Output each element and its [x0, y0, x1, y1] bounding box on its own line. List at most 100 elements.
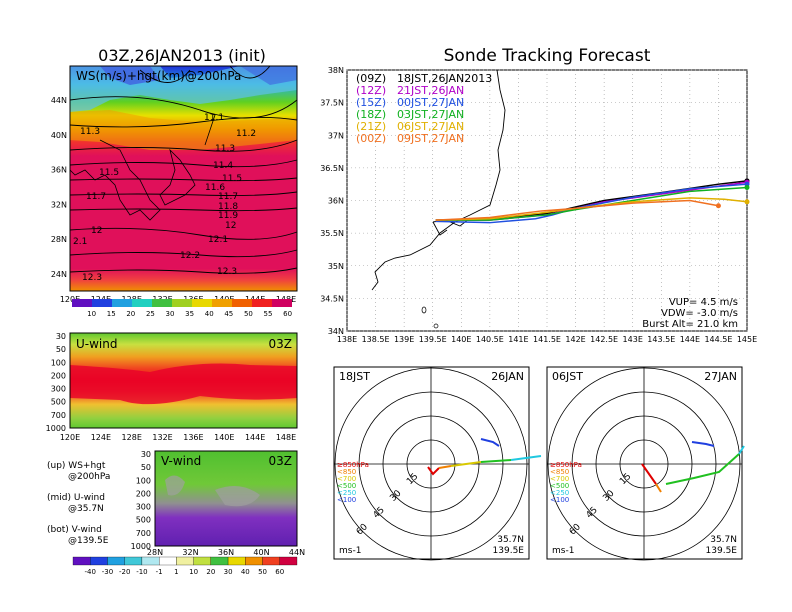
lat-tick-label: 35N — [328, 262, 344, 271]
svg-text:11.2: 11.2 — [236, 129, 256, 139]
colorbar-label: 20 — [126, 310, 135, 318]
svg-text:11.7: 11.7 — [86, 192, 106, 202]
lat-tick-label: 36N — [328, 197, 344, 206]
panel-legend: (up) WS+hgt @200hPa (mid) U-wind @35.7N … — [47, 461, 110, 546]
hodo-trace — [450, 461, 482, 467]
colorbar-label: 25 — [146, 310, 155, 318]
map-panel: 11.3 11.1 11.2 11.3 11.4 11.5 11.5 11.6 … — [51, 65, 298, 304]
svg-text:(up) WS+hgt: (up) WS+hgt — [47, 461, 106, 471]
colorbar-swatch — [152, 299, 172, 307]
colorbar-swatch — [90, 556, 108, 566]
legend-time: 09JST,27JAN — [397, 132, 464, 145]
svg-text:@139.5E: @139.5E — [68, 536, 109, 546]
tracking-grid — [346, 69, 748, 332]
colorbar-swatch — [210, 556, 229, 566]
contour-labels: 11.3 11.1 11.2 11.3 11.4 11.5 11.5 11.6 … — [73, 113, 256, 283]
svg-text:12: 12 — [91, 226, 102, 236]
pressure-tick-label: 50 — [141, 463, 151, 472]
lat-tick-label: 37N — [328, 131, 344, 140]
colorbar-swatch — [262, 556, 280, 566]
lon-tick-label: 143E — [623, 335, 643, 344]
track-endpoint — [715, 203, 721, 209]
colorbar-swatch — [212, 299, 232, 307]
colorbar-swatch — [252, 299, 272, 307]
pressure-tick-label: 100 — [51, 358, 66, 367]
lon-tick-label: 148E — [276, 433, 296, 442]
legend-time: 03JST,27JAN — [397, 108, 464, 121]
lon-tick-label: 140E — [451, 335, 471, 344]
colorbar-label: 15 — [107, 310, 116, 318]
colorbar-swatch — [124, 556, 143, 566]
lon-tick-label: 139E — [394, 335, 414, 344]
lon-tick-label: 140.5E — [476, 335, 504, 344]
pressure-tick-label: 500 — [51, 398, 66, 407]
legend-time: 21JST,26JAN — [397, 84, 464, 97]
svg-text:35.7N: 35.7N — [497, 535, 524, 545]
legend-code: (18Z) — [356, 108, 386, 121]
pressure-tick-label: 1000 — [131, 542, 151, 551]
colorbar-label: 60 — [283, 310, 292, 318]
tracking-lon-ticks: 138E 138.5E 139E 139.5E 140E 140.5E 141E 141.5E… — [337, 335, 757, 344]
hodo-trace — [427, 466, 440, 476]
colorbar-swatch — [245, 556, 263, 566]
colorbar-swatch — [272, 299, 292, 307]
colorbar-label: 10 — [87, 310, 96, 318]
vwind-p-ticks: 30 50 100 200 300 500 700 1000 — [131, 450, 151, 551]
lat-tick-label: 40N — [51, 131, 67, 140]
colorbar-label: 55 — [264, 310, 273, 318]
hodo-trace — [510, 455, 542, 461]
lon-tick-label: 144E — [245, 433, 265, 442]
hodo-legend-label: ≥850hPa — [337, 461, 369, 469]
lon-tick-label: 138E — [337, 335, 357, 344]
lon-tick-label: 128E — [122, 433, 142, 442]
vdw-text: VDW= -3.0 m/s — [661, 308, 738, 319]
ws-colorbar: 10 15 20 25 30 35 40 45 50 55 60 — [72, 299, 292, 318]
svg-text:11.4: 11.4 — [213, 161, 233, 171]
svg-text:139.5E: 139.5E — [706, 546, 738, 556]
pressure-tick-label: 1000 — [46, 424, 66, 433]
pressure-tick-label: 50 — [56, 345, 66, 354]
colorbar-label: 40 — [241, 568, 250, 576]
lat-tick-label: 34N — [328, 327, 344, 336]
pressure-tick-label: 700 — [136, 529, 151, 538]
hodo-legend-label: <500 — [550, 482, 569, 490]
svg-text:ms-1: ms-1 — [552, 546, 574, 556]
colorbar-label: 40 — [205, 310, 214, 318]
hodograph-left: 18JST 26JAN 35.7N 139.5E ms-1 15304560≥8… — [333, 366, 542, 561]
hodo-trace — [691, 441, 715, 447]
lat-tick-label: 36N — [218, 548, 234, 557]
svg-text:(mid) U-wind: (mid) U-wind — [47, 493, 105, 503]
legend-time: 00JST,27JAN — [397, 96, 464, 109]
lat-tick-label: 28N — [147, 548, 163, 557]
colorbar-swatch — [92, 299, 112, 307]
lat-tick-label: 36N — [51, 166, 67, 175]
hodo-legend-label: <250 — [550, 489, 569, 497]
legend-code: (12Z) — [356, 84, 386, 97]
hodo-legend-label: <850 — [550, 468, 569, 476]
svg-text:18JST: 18JST — [339, 370, 370, 383]
hodo-legend-label: ≥850hPa — [550, 461, 582, 469]
map-title: 03Z,26JAN2013 (init) — [98, 46, 266, 65]
lon-tick-label: 124E — [91, 433, 111, 442]
svg-text:11.1: 11.1 — [204, 113, 224, 123]
tracking-lat-ticks: 38N 37.5N 37N 36.5N 36N 35.5N 35N 34.5N 34N — [320, 66, 344, 336]
colorbar-label: 45 — [224, 310, 233, 318]
svg-text:06JST: 06JST — [552, 370, 583, 383]
colorbar-swatch — [279, 556, 298, 566]
lon-tick-label: 142.5E — [590, 335, 618, 344]
svg-text:27JAN: 27JAN — [704, 370, 737, 383]
colorbar-label: -1 — [156, 568, 163, 576]
colorbar-label: 20 — [206, 568, 215, 576]
uwind-time: 03Z — [269, 337, 293, 351]
pressure-tick-label: 200 — [136, 489, 151, 498]
tracking-legend: (09Z) 18JST,26JAN2013 (12Z) 21JST,26JAN (15Z… — [356, 72, 492, 145]
lon-tick-label: 120E — [60, 295, 80, 304]
svg-text:(bot) V-wind: (bot) V-wind — [47, 525, 102, 535]
hodo-trace — [665, 453, 740, 485]
lat-tick-label: 37.5N — [320, 99, 344, 108]
colorbar-label: -10 — [136, 568, 147, 576]
pressure-tick-label: 30 — [141, 450, 151, 459]
colorbar-swatch — [132, 299, 152, 307]
legend-code: (21Z) — [356, 120, 386, 133]
